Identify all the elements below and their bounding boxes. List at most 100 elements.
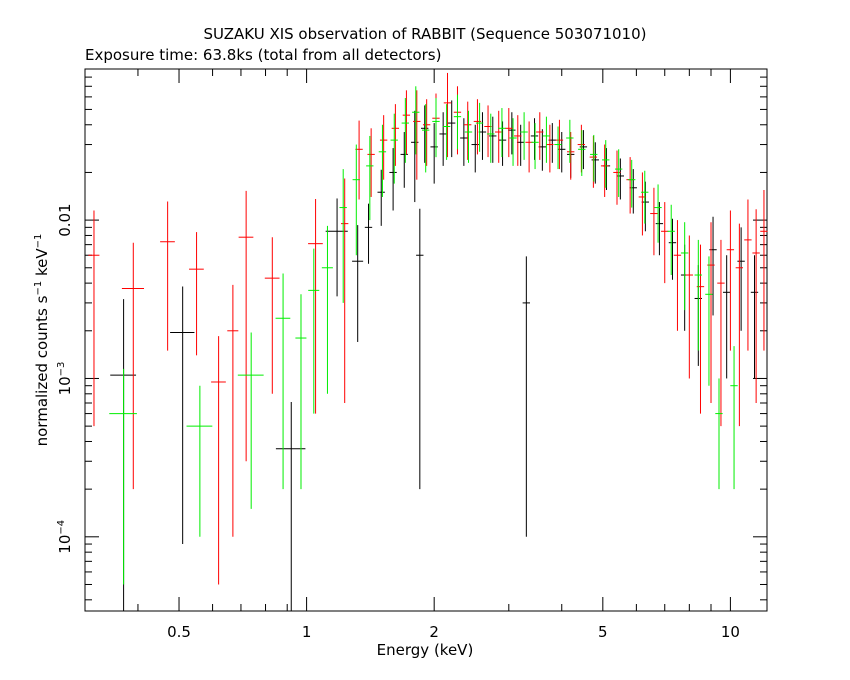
data-point xyxy=(522,256,530,537)
chart-subtitle: Exposure time: 63.8ks (total from all de… xyxy=(85,46,441,64)
data-point xyxy=(590,134,598,182)
x-axis-label: Energy (keV) xyxy=(377,641,474,659)
data-point xyxy=(421,104,430,173)
y-tick-label-base: 10 xyxy=(56,376,74,395)
data-point xyxy=(189,232,204,356)
data-point xyxy=(443,72,452,158)
x-tick-label: 2 xyxy=(429,623,439,641)
data-point xyxy=(760,189,768,351)
data-point xyxy=(275,273,291,490)
data-point xyxy=(487,113,495,163)
data-point xyxy=(416,208,424,490)
data-point xyxy=(401,98,409,163)
x-tick-label: 1 xyxy=(302,623,312,641)
data-point xyxy=(546,124,554,173)
data-point xyxy=(391,104,400,166)
data-point xyxy=(715,378,723,490)
data-point xyxy=(390,113,398,184)
data-point xyxy=(413,90,421,180)
data-point xyxy=(389,148,397,211)
y-tick-label: 10−3 xyxy=(56,362,74,396)
data-point xyxy=(744,199,752,351)
data-point xyxy=(321,225,333,394)
data-point xyxy=(525,121,533,173)
data-point xyxy=(109,368,137,585)
data-point xyxy=(629,169,637,214)
data-point xyxy=(730,346,738,490)
data-point xyxy=(366,135,374,221)
data-point xyxy=(422,99,431,166)
data-point xyxy=(402,90,411,155)
data-point xyxy=(530,118,539,160)
data-point xyxy=(264,237,280,394)
data-point xyxy=(705,256,713,386)
x-tick-label: 5 xyxy=(598,623,608,641)
data-point xyxy=(379,115,388,180)
data-point xyxy=(412,86,420,155)
y-tick-label: 0.01 xyxy=(56,203,74,236)
data-point xyxy=(602,140,610,188)
data-point xyxy=(340,178,349,403)
data-point xyxy=(508,112,516,155)
data-point xyxy=(709,216,717,316)
data-point xyxy=(567,132,575,180)
data-point xyxy=(602,148,611,190)
data-point xyxy=(520,112,528,160)
series-1 xyxy=(88,72,768,585)
data-point xyxy=(752,209,760,403)
data-point xyxy=(364,203,373,264)
data-point xyxy=(442,104,451,160)
data-point xyxy=(673,220,682,331)
data-point xyxy=(542,116,551,163)
y-axis-label-mid: keV xyxy=(33,248,51,281)
data-point xyxy=(600,144,609,197)
y-axis-label-main: normalized counts s xyxy=(33,295,51,446)
data-point xyxy=(494,110,503,163)
data-point xyxy=(439,112,447,166)
data-point xyxy=(735,223,744,427)
data-point xyxy=(668,218,677,280)
data-point xyxy=(650,187,658,256)
data-point xyxy=(509,118,517,166)
data-point xyxy=(722,255,731,379)
data-point xyxy=(475,102,484,152)
data-point xyxy=(750,255,759,379)
data-point xyxy=(531,123,539,170)
plot-frame xyxy=(84,68,768,612)
data-point xyxy=(514,115,522,166)
chart-title: SUZAKU XIS observation of RABBIT (Sequen… xyxy=(203,25,646,43)
data-point xyxy=(489,116,497,163)
series-2 xyxy=(109,86,738,585)
y-axis-label-sup-2: −1 xyxy=(33,234,44,249)
data-point xyxy=(88,210,100,427)
data-point xyxy=(667,204,675,276)
y-tick-label-exp: −4 xyxy=(56,520,67,535)
data-point xyxy=(680,222,689,311)
data-point xyxy=(641,170,649,224)
data-point xyxy=(447,100,456,158)
data-point xyxy=(505,108,513,158)
data-point xyxy=(352,225,364,342)
data-point xyxy=(430,123,438,184)
axis-ticks xyxy=(84,68,767,611)
data-point xyxy=(566,119,574,163)
data-point xyxy=(694,239,702,351)
data-point xyxy=(737,227,745,331)
data-point xyxy=(626,157,634,214)
y-tick-label-base: 10 xyxy=(56,535,74,554)
data-point xyxy=(170,286,195,545)
data-point xyxy=(591,142,599,184)
data-point xyxy=(367,128,375,197)
x-tick-label: 10 xyxy=(721,623,740,641)
data-point xyxy=(377,169,385,226)
series-0 xyxy=(110,100,759,611)
data-point xyxy=(661,202,669,284)
data-point xyxy=(536,112,544,160)
data-point xyxy=(295,294,307,490)
y-tick-label-base: 0.01 xyxy=(56,203,74,236)
data-point xyxy=(378,124,387,197)
data-point xyxy=(614,149,623,197)
x-tick-label: 0.5 xyxy=(167,623,191,641)
y-axis-label-sup-1: −1 xyxy=(33,281,44,296)
